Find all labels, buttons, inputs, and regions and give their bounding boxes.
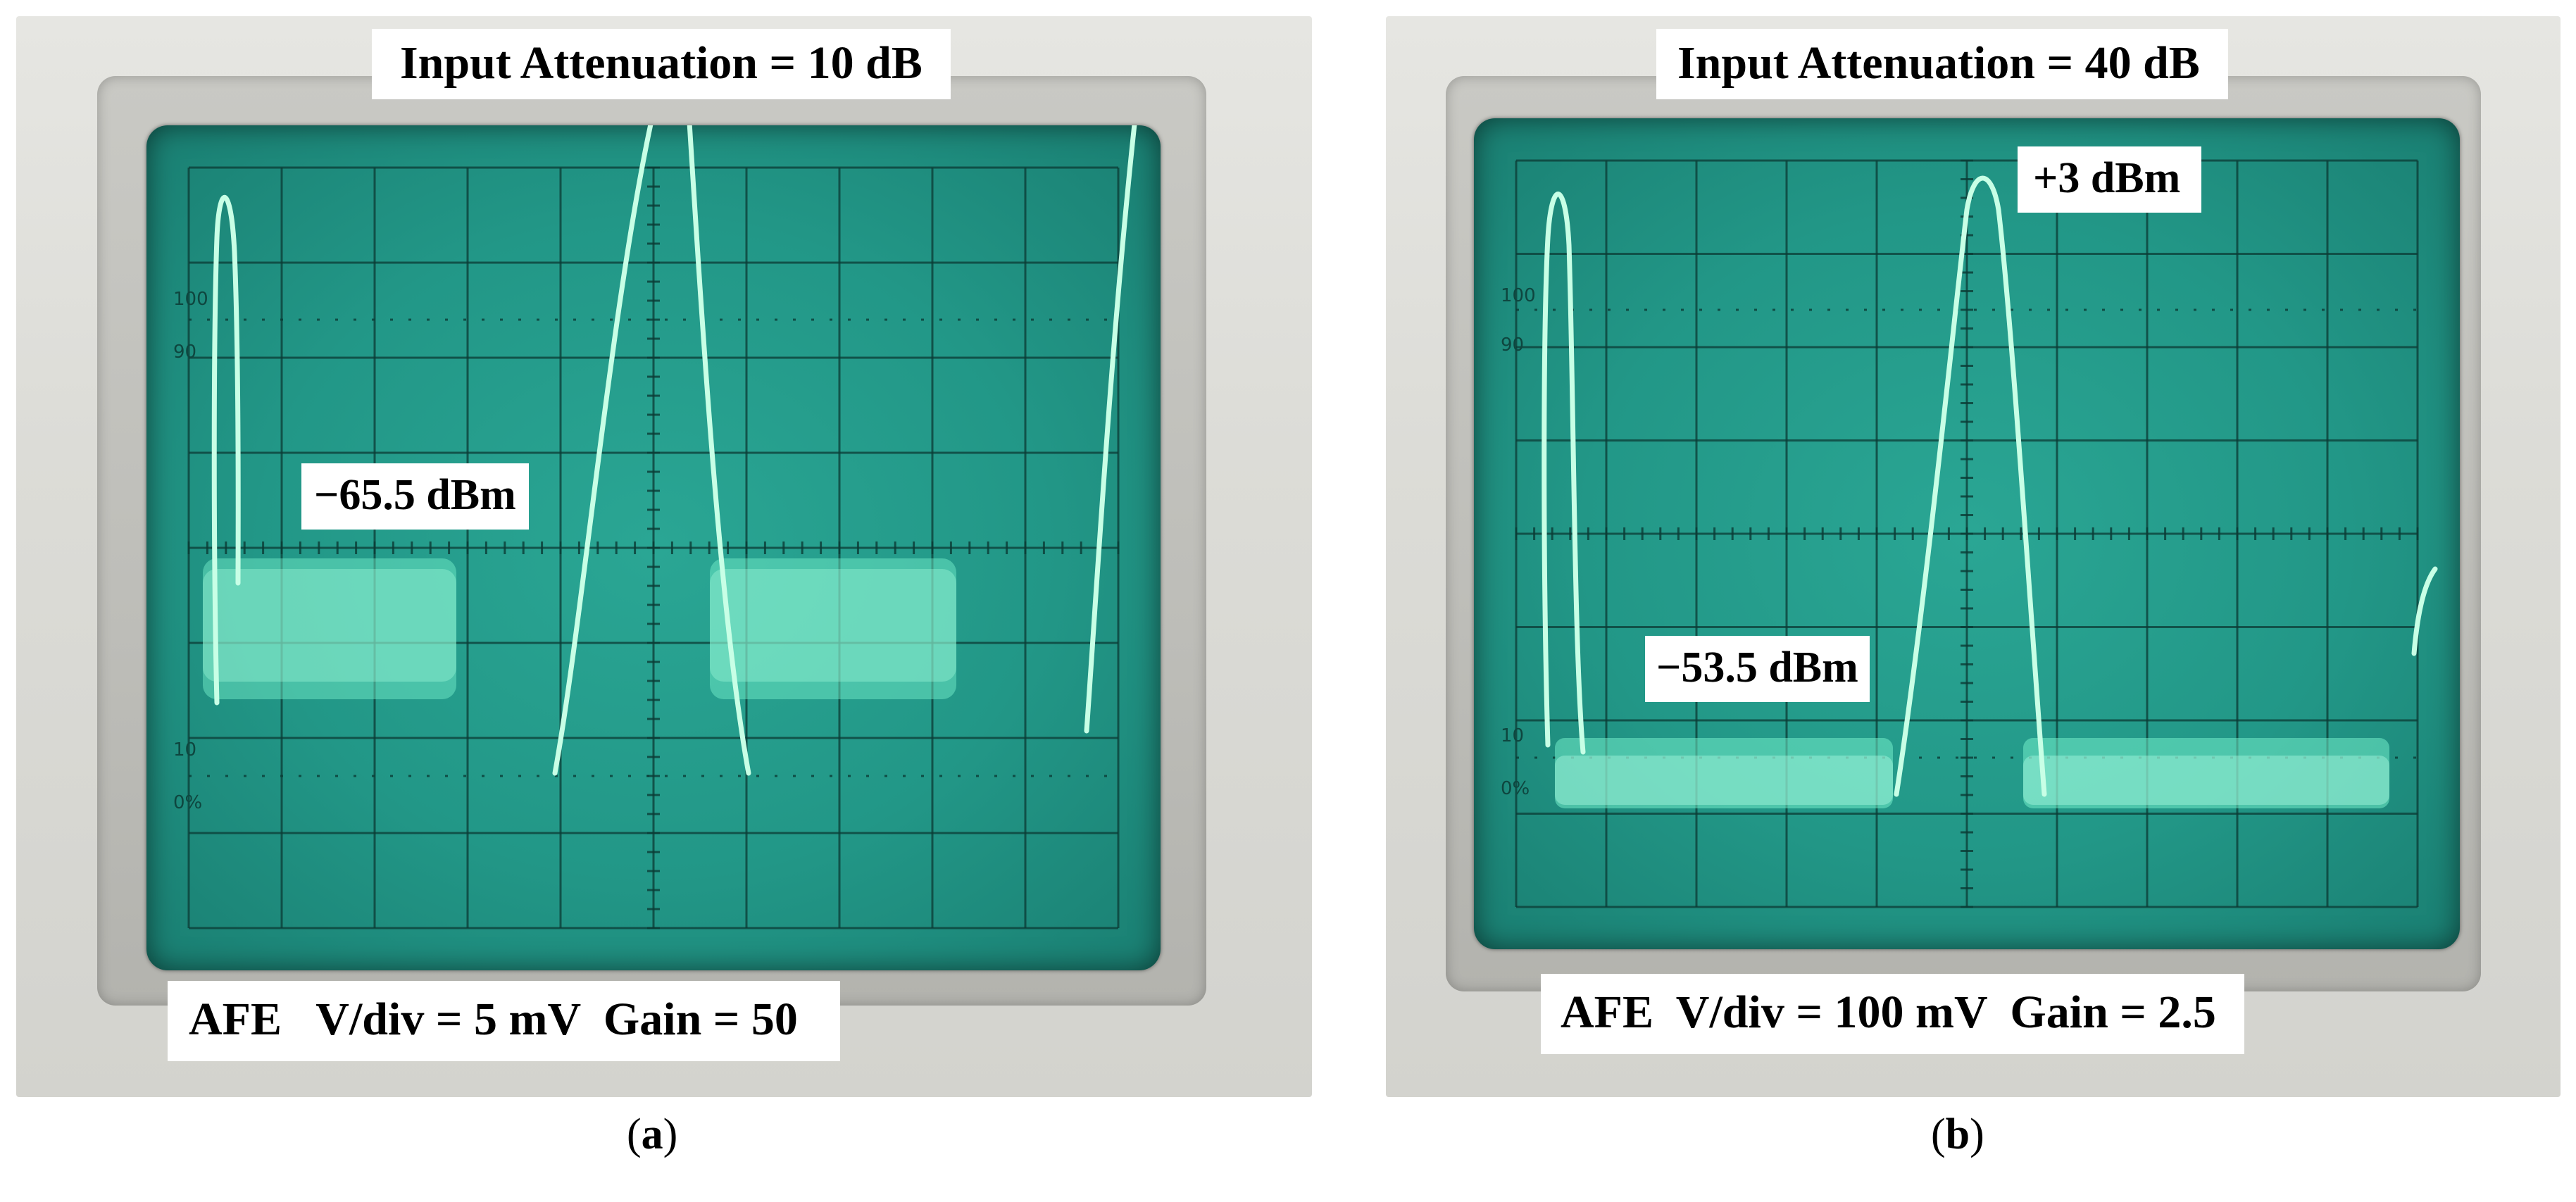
trace-display: 100 90 10 0% [1501,159,2438,908]
afe-settings-label: AFE V/div = 100 mV Gain = 2.5 [1541,974,2244,1054]
graticule-label-90: 90 [1501,334,1524,356]
graticule-labels: 100 90 10 0% [1501,285,1536,799]
graticule-label-100: 100 [173,289,208,310]
graticule-label-90: 90 [173,342,196,363]
noise-level-annotation: −53.5 dBm [1645,636,1870,702]
graticule-label-10: 10 [1501,725,1524,746]
noise-floor [1555,738,2389,808]
noise-level-annotation: −65.5 dBm [301,463,529,530]
graticule-label-100: 100 [1501,285,1536,306]
caption-b: (b) [1931,1110,1984,1158]
graticule-label-0pct: 0% [173,792,202,813]
graticule-label-0pct: 0% [1501,778,1530,799]
crt-screen: 100 90 10 0% [146,125,1161,970]
signal-trace [1542,175,2438,797]
oscilloscope-photo-a: 100 90 10 0% Input Attenuation = 10 dB A… [16,16,1312,1097]
graticule-label-10: 10 [173,739,196,760]
oscilloscope-photo-b: 100 90 10 0% Input Attenuation = 40 dB A… [1386,16,2561,1097]
noise-floor [203,558,956,699]
crt-screen: 100 90 10 0% [1474,118,2460,949]
graticule [187,166,1120,929]
caption-a: (a) [627,1110,678,1158]
input-attenuation-label: Input Attenuation = 10 dB [372,29,951,99]
peak-level-annotation: +3 dBm [2018,146,2202,213]
graticule-labels: 100 90 10 0% [173,289,208,813]
signal-trace [211,125,1137,776]
trace-display: 100 90 10 0% [173,125,1137,929]
afe-settings-label: AFE V/div = 5 mV Gain = 50 [168,981,840,1061]
input-attenuation-label: Input Attenuation = 40 dB [1656,29,2228,99]
graticule [1515,159,2419,908]
